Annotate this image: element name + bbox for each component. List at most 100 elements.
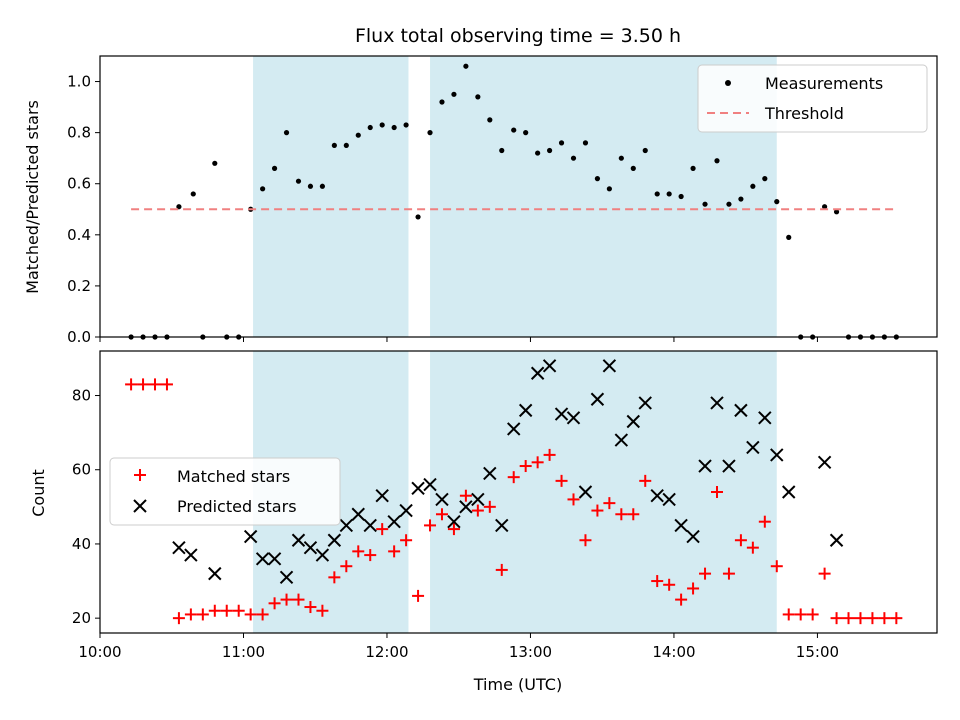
matched-stars-point-20 xyxy=(364,549,377,562)
measurements-point-42 xyxy=(630,165,636,171)
predicted-stars-point-17 xyxy=(411,481,425,495)
matched-stars-point-35 xyxy=(543,448,556,461)
measurements-point-12 xyxy=(271,165,278,171)
y-tick-label-80: 80 xyxy=(72,387,91,405)
predicted-stars-point-38-b xyxy=(662,492,676,507)
predicted-stars-point-4 xyxy=(255,552,270,566)
matched-stars-point-36 xyxy=(555,474,568,487)
predicted-stars-point-48-b xyxy=(782,485,796,499)
measurements-point-33 xyxy=(523,130,529,136)
matched-stars-point-21 xyxy=(376,523,389,536)
matched-stars-point-60 xyxy=(842,612,855,625)
measurements-point-21 xyxy=(379,122,385,128)
predicted-stars-point-27-b xyxy=(530,366,545,380)
predicted-stars-point-21 xyxy=(459,500,473,514)
measurements-point-53 xyxy=(762,176,768,182)
bottom-legend: Matched stars Predicted stars xyxy=(109,457,341,526)
measurements-point-24 xyxy=(415,214,421,220)
predicted-stars-point-10-b xyxy=(327,533,342,547)
predicted-stars-point-25-b xyxy=(507,422,521,436)
predicted-stars-point-37 xyxy=(650,489,664,503)
matched-stars-point-29 xyxy=(471,504,484,517)
predicted-stars-point-10 xyxy=(327,533,342,547)
predicted-stars-point-43 xyxy=(722,459,736,473)
legend-label-threshold: Threshold xyxy=(764,104,844,123)
predicted-stars-point-4-b xyxy=(255,552,270,566)
matched-stars-point-34 xyxy=(531,456,544,469)
predicted-stars-point-8 xyxy=(303,540,318,555)
matched-stars-point-17 xyxy=(328,571,341,584)
measurements-point-17 xyxy=(331,142,337,149)
predicted-stars-point-42-b xyxy=(710,396,724,410)
predicted-stars-point-6 xyxy=(279,570,294,585)
matched-stars-point-18 xyxy=(340,560,353,573)
predicted-stars-point-41 xyxy=(698,459,712,473)
measurements-point-58 xyxy=(822,204,828,210)
measurements-point-43 xyxy=(642,147,648,154)
legend-marker-predicted-stars xyxy=(133,499,147,513)
measurements-point-28 xyxy=(463,63,469,69)
matched-stars-point-6 xyxy=(196,608,209,621)
predicted-stars-point-11-b xyxy=(339,518,354,533)
top-legend: Measurements Threshold xyxy=(697,64,928,133)
predicted-stars-point-50 xyxy=(829,533,844,547)
predicted-stars-point-45-b xyxy=(746,440,760,455)
y-tick-label-0.6: 0.6 xyxy=(67,175,91,193)
measurements-point-22 xyxy=(391,124,397,131)
predicted-stars-point-48 xyxy=(782,485,796,499)
predicted-stars-point-39-b xyxy=(674,518,688,533)
predicted-stars-point-11 xyxy=(339,518,354,533)
predicted-stars-point-20 xyxy=(447,514,461,529)
matched-stars-point-61 xyxy=(854,612,867,625)
y-tick-label-0.8: 0.8 xyxy=(67,124,91,142)
predicted-stars-point-17-b xyxy=(411,481,425,495)
measurements-point-39 xyxy=(594,176,601,182)
matched-stars-point-27 xyxy=(447,523,460,536)
measurements-point-55 xyxy=(786,234,792,240)
predicted-stars-point-26-b xyxy=(518,403,533,418)
bottom-legend-box xyxy=(109,457,341,526)
predicted-stars-point-49 xyxy=(817,455,832,470)
matched-stars-point-9 xyxy=(232,604,245,617)
legend-label-predicted-stars: Predicted stars xyxy=(177,497,297,516)
measurements-point-50 xyxy=(726,201,732,207)
measurements-point-15 xyxy=(307,183,314,189)
measurements-point-46 xyxy=(678,193,684,200)
measurements-point-52 xyxy=(750,183,756,189)
predicted-stars-point-30-b xyxy=(566,411,581,425)
matched-stars-point-26 xyxy=(435,508,448,521)
x-tick-label-12:00: 12:00 xyxy=(365,643,408,661)
measurements-point-7 xyxy=(212,160,218,166)
predicted-stars-point-24-b xyxy=(495,518,509,533)
measurements-point-14 xyxy=(295,178,302,184)
predicted-stars-point-46-b xyxy=(758,411,772,425)
predicted-stars-point-5-b xyxy=(267,552,282,566)
predicted-stars-point-15-b xyxy=(387,514,401,529)
matched-stars-point-33 xyxy=(519,460,532,473)
predicted-stars-point-32-b xyxy=(590,392,605,406)
matched-stars-point-40 xyxy=(603,497,616,510)
measurements-point-29 xyxy=(475,94,481,100)
matched-stars-point-10 xyxy=(244,608,257,621)
matched-stars-point-0 xyxy=(125,378,138,391)
measurements-point-45 xyxy=(666,191,672,197)
predicted-stars-point-23 xyxy=(483,466,497,481)
measurements-point-32 xyxy=(511,127,517,133)
legend-marker-matched-stars xyxy=(134,469,146,481)
measurements-point-31 xyxy=(499,147,505,154)
bottom-y-axis-label: Count xyxy=(29,469,48,517)
predicted-stars-point-47 xyxy=(770,448,784,462)
predicted-stars-point-19 xyxy=(435,492,449,507)
x-tick-label-13:00: 13:00 xyxy=(509,643,552,661)
predicted-stars-point-0 xyxy=(172,540,186,555)
matched-stars-point-64 xyxy=(890,612,903,625)
legend-label-measurements: Measurements xyxy=(765,74,883,93)
matched-stars-point-8 xyxy=(220,604,233,617)
measurements-point-38 xyxy=(582,140,589,146)
matched-stars-point-51 xyxy=(734,534,747,547)
predicted-stars-point-41-b xyxy=(698,459,712,473)
matched-stars-point-42 xyxy=(627,508,640,521)
measurements-point-5 xyxy=(190,191,196,197)
matched-stars-point-2 xyxy=(149,378,162,391)
predicted-stars-point-39 xyxy=(674,518,688,533)
